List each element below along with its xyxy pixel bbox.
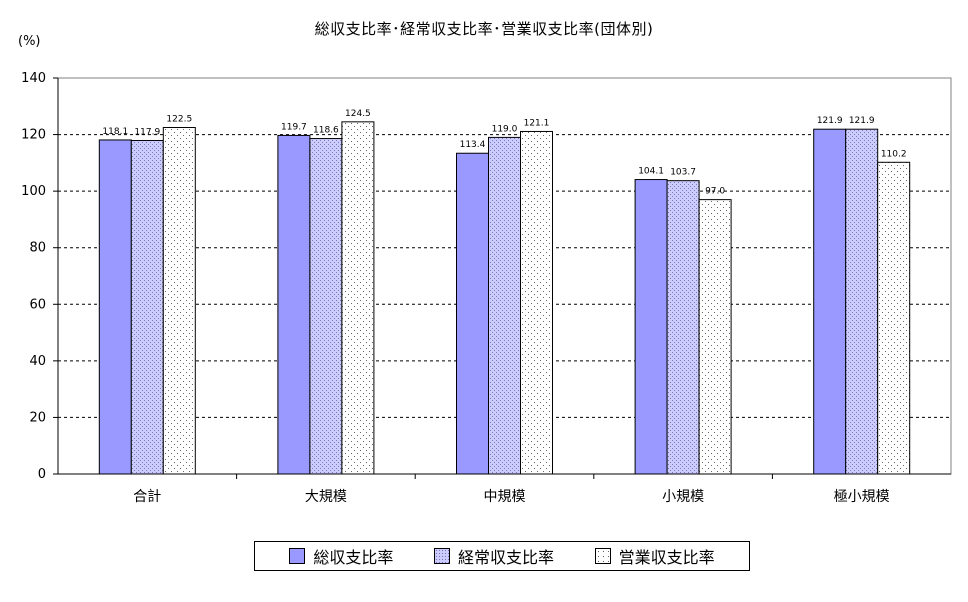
- legend-label-series-2: 経常収支比率: [457, 548, 554, 567]
- y-tick-label: 140: [21, 71, 46, 86]
- y-tick-label: 60: [29, 297, 46, 312]
- legend-label-series-1: 総収支比率: [313, 548, 394, 567]
- bar-series-1: [456, 152, 489, 475]
- legend-swatch-series-1: [289, 548, 306, 564]
- bar-series-3: [520, 130, 553, 475]
- x-tick-label: 極小規模: [834, 489, 890, 505]
- legend-item-series-1: 総収支比率: [289, 544, 393, 568]
- bar-series-3: [698, 199, 732, 475]
- x-tick-label: 大規模: [305, 489, 347, 505]
- legend-swatch-series-2: [433, 548, 450, 564]
- data-label: 103.7: [670, 168, 696, 178]
- bar-series-2: [130, 140, 164, 475]
- legend-swatch-series-3: [594, 548, 611, 564]
- data-label: 119.7: [281, 122, 307, 132]
- bar-series-1: [277, 134, 311, 475]
- y-tick-label: 20: [29, 410, 46, 425]
- bar-series-2: [666, 180, 700, 475]
- bar-series-1: [634, 179, 668, 475]
- bar-series-3: [162, 127, 196, 475]
- y-tick-label: 80: [29, 241, 46, 256]
- data-label: 121.9: [849, 116, 875, 126]
- y-tick-label: 0: [38, 467, 46, 482]
- data-label: 118.6: [313, 126, 339, 136]
- bars: [98, 121, 911, 475]
- y-tick-label: 40: [29, 354, 46, 369]
- bar-series-2: [845, 128, 879, 475]
- data-label: 118.1: [102, 127, 128, 137]
- data-label: 117.9: [134, 128, 160, 138]
- data-label: 124.5: [345, 109, 371, 119]
- bar-series-2: [309, 138, 343, 475]
- y-tick-label: 120: [21, 128, 46, 143]
- x-tick-label: 合計: [133, 489, 161, 505]
- data-label: 119.0: [492, 124, 518, 134]
- bar-series-3: [341, 121, 375, 475]
- data-label: 121.9: [817, 116, 843, 126]
- bar-series-1: [813, 128, 847, 475]
- data-label: 121.1: [524, 118, 550, 128]
- axes: 0 20 40 60 80 100 120 140 合計 大規模 中規模 小規模 極小規模: [21, 71, 952, 505]
- chart-title: 総収支比率･経常収支比率･営業収支比率(団体別): [314, 20, 654, 38]
- y-tick-label: 100: [21, 184, 46, 199]
- legend-label-series-3: 営業収支比率: [618, 548, 715, 567]
- bar-series-2: [488, 136, 521, 475]
- legend-item-series-3: 営業収支比率: [594, 544, 715, 568]
- x-tick-label: 中規模: [484, 489, 526, 505]
- bar-series-1: [98, 139, 132, 475]
- bar-series-3: [877, 161, 911, 475]
- data-label: 122.5: [166, 115, 192, 125]
- data-label: 113.4: [460, 140, 486, 150]
- data-label: 97.0: [705, 187, 725, 197]
- x-tick-label: 小規模: [662, 489, 704, 505]
- legend: 総収支比率 経常収支比率 営業収支比率: [254, 541, 750, 571]
- y-axis-unit: (%): [18, 34, 41, 49]
- data-labels: 118.1 117.9 122.5 119.7 118.6 124.5 113.4 119.0…: [102, 109, 906, 197]
- legend-item-series-2: 経常収支比率: [433, 544, 554, 568]
- data-label: 110.2: [881, 149, 907, 159]
- data-label: 104.1: [638, 167, 664, 177]
